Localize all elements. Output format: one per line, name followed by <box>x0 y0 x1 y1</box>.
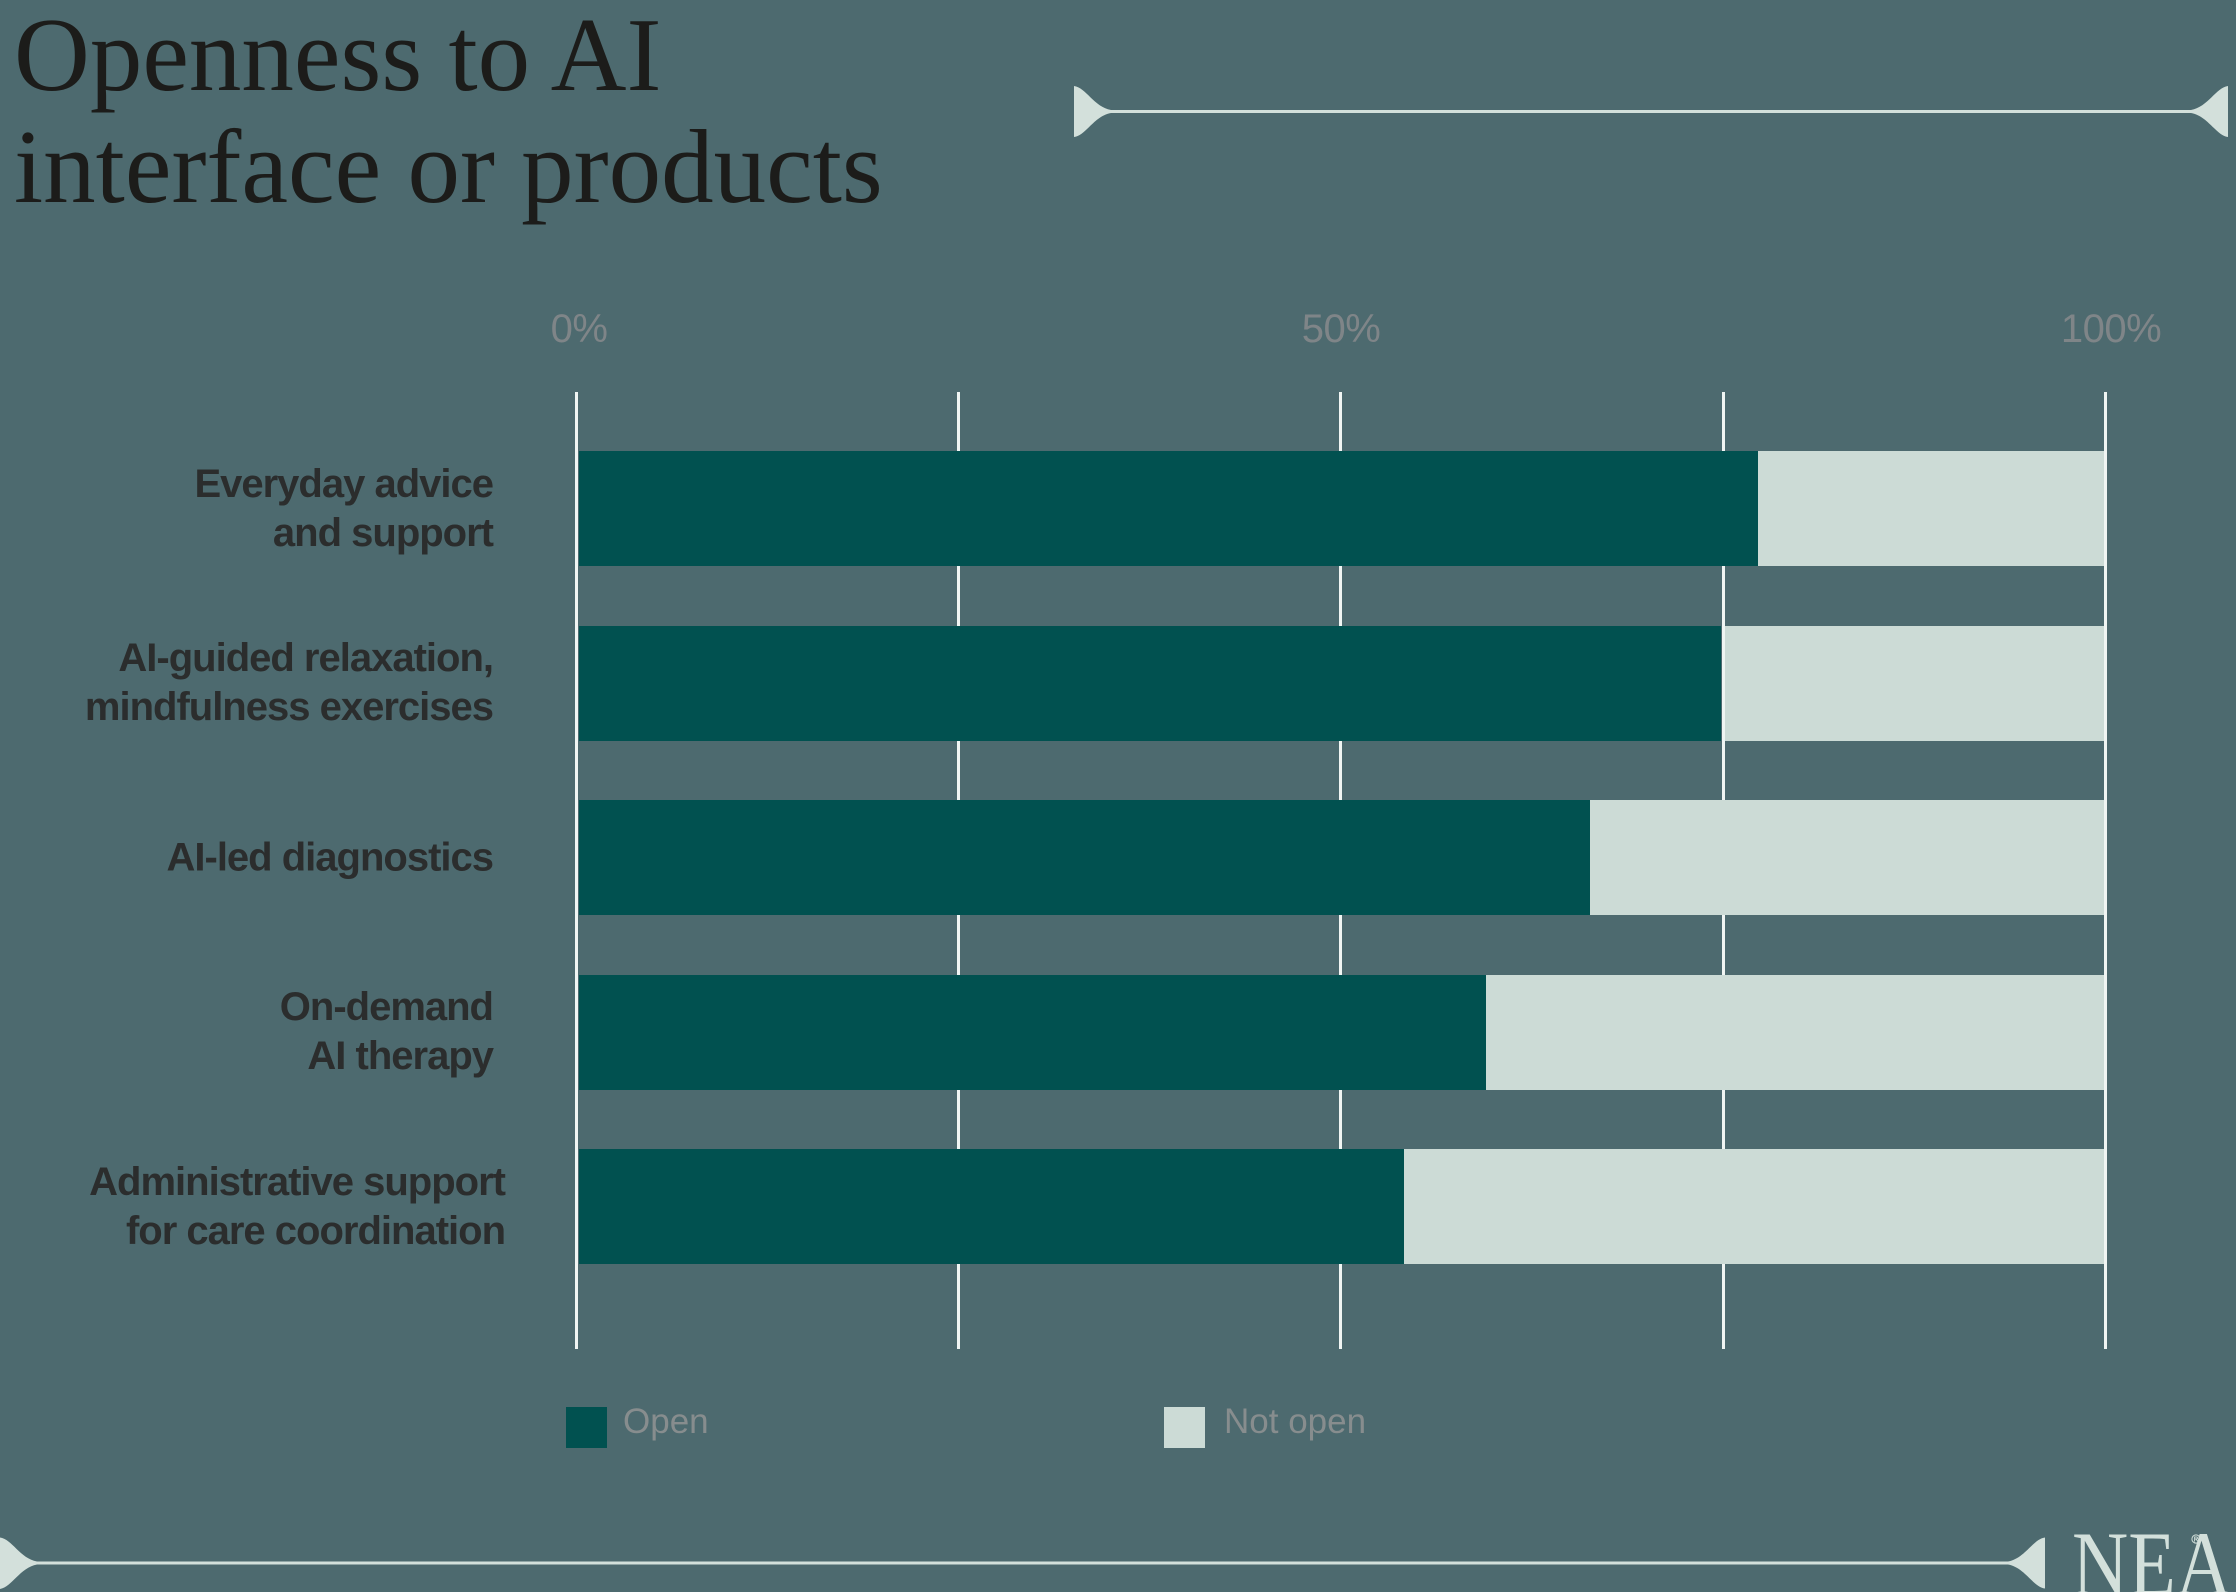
svg-text:NEA: NEA <box>2072 1513 2232 1592</box>
